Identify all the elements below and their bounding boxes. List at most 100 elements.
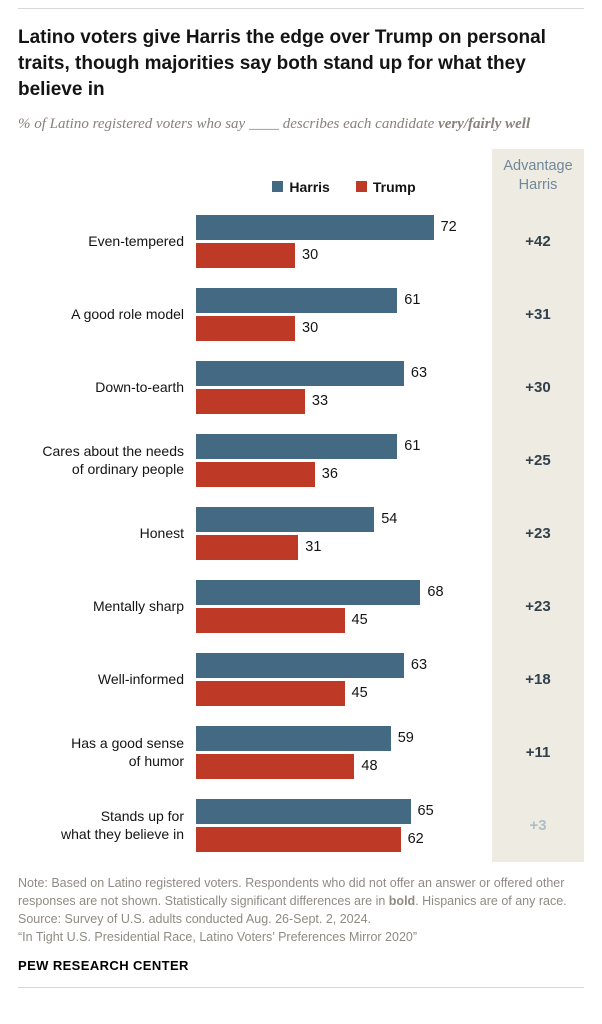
trump-value-label: 31 — [305, 539, 322, 556]
chart-footer: Note: Based on Latino registered voters.… — [18, 874, 584, 974]
chart-legend: Harris Trump — [196, 149, 492, 205]
legend-label-trump: Trump — [372, 178, 416, 195]
harris-bar — [196, 214, 434, 240]
advantage-cell: +3 — [492, 788, 584, 862]
harris-value-label: 68 — [427, 584, 444, 601]
chart-subtitle: % of Latino registered voters who say __… — [18, 114, 584, 135]
harris-bar-row: 65 — [196, 798, 492, 824]
bar-group: 63 45 — [196, 643, 492, 716]
note-bold-word: bold — [388, 893, 416, 908]
trump-bar — [196, 315, 295, 341]
note-pre: Note: Based on Latino registered voters.… — [18, 875, 565, 908]
category-label: Mentally sharp — [92, 598, 184, 615]
advantage-value: +3 — [529, 816, 547, 834]
trump-bar-row: 33 — [196, 388, 492, 414]
category-label: Stands up for what they believe in — [61, 807, 184, 843]
trump-value-label: 30 — [302, 247, 319, 264]
bar-group: 65 62 — [196, 789, 492, 862]
bar-chart: Harris Trump Advantage Harris Even-tempe… — [18, 148, 584, 862]
trump-bar-row: 30 — [196, 242, 492, 268]
harris-bar-row: 72 — [196, 214, 492, 240]
legend-item-trump: Trump — [355, 178, 416, 195]
trump-bar — [196, 388, 305, 414]
harris-bar-row: 63 — [196, 360, 492, 386]
top-divider — [18, 8, 584, 9]
harris-value-label: 54 — [381, 511, 398, 528]
harris-bar-row: 68 — [196, 579, 492, 605]
note-text: Note: Based on Latino registered voters.… — [18, 874, 584, 910]
harris-bar — [196, 725, 391, 751]
subtitle-text: % of Latino registered voters who say __… — [18, 115, 439, 132]
trump-bar-row: 62 — [196, 826, 492, 852]
category-label: Even-tempered — [88, 233, 184, 250]
trump-bar-row: 30 — [196, 315, 492, 341]
advantage-cell: +25 — [492, 423, 584, 497]
note-post: . Hispanics are of any race. — [415, 893, 567, 908]
brand-wordmark: PEW RESEARCH CENTER — [18, 958, 189, 974]
harris-bar-row: 63 — [196, 652, 492, 678]
report-title: “In Tight U.S. Presidential Race, Latino… — [18, 930, 418, 945]
advantage-value: +23 — [525, 597, 551, 615]
bottom-divider — [18, 987, 584, 989]
trump-bar-row: 45 — [196, 607, 492, 633]
harris-value-label: 65 — [417, 803, 434, 820]
bar-group: 59 48 — [196, 716, 492, 789]
harris-swatch-icon — [272, 181, 284, 193]
trump-bar — [196, 461, 315, 487]
trump-value-label: 30 — [302, 320, 319, 337]
legend-item-harris: Harris — [272, 178, 330, 195]
trump-bar — [196, 607, 345, 633]
legend-label-harris: Harris — [289, 178, 330, 195]
harris-bar — [196, 287, 398, 313]
advantage-value: +23 — [525, 524, 551, 542]
source-text: Source: Survey of U.S. adults conducted … — [18, 911, 371, 926]
bar-group: 68 45 — [196, 570, 492, 643]
category-label: Cares about the needs of ordinary people — [42, 442, 184, 478]
harris-bar — [196, 360, 404, 386]
trump-value-label: 45 — [351, 612, 368, 629]
category-label: Has a good sense of humor — [71, 734, 184, 770]
harris-bar — [196, 652, 404, 678]
advantage-cell: +23 — [492, 496, 584, 570]
bar-group: 63 33 — [196, 351, 492, 424]
category-label: A good role model — [71, 306, 184, 323]
advantage-value: +18 — [525, 670, 551, 688]
advantage-value: +25 — [525, 451, 551, 469]
trump-bar — [196, 753, 355, 779]
advantage-value: +30 — [525, 378, 551, 396]
bar-group: 72 30 — [196, 205, 492, 278]
harris-bar-row: 61 — [196, 433, 492, 459]
harris-value-label: 63 — [410, 657, 428, 674]
harris-bar-row: 59 — [196, 725, 492, 751]
advantage-value: +11 — [525, 743, 551, 761]
advantage-column-header: Advantage Harris — [503, 157, 573, 193]
harris-value-label: 59 — [397, 730, 414, 747]
header-spacer — [18, 149, 196, 205]
harris-value-label: 63 — [410, 365, 428, 382]
bar-group: 61 36 — [196, 424, 492, 497]
trump-value-label: 36 — [321, 466, 338, 483]
trump-bar — [196, 680, 345, 706]
advantage-value: +42 — [525, 232, 551, 250]
harris-bar-row: 61 — [196, 287, 492, 313]
trump-bar-row: 45 — [196, 680, 492, 706]
bar-group: 61 30 — [196, 278, 492, 351]
harris-value-label: 72 — [440, 219, 457, 236]
advantage-cell: +23 — [492, 569, 584, 643]
advantage-cell: +18 — [492, 642, 584, 716]
pew-chart-page: Latino voters give Harris the edge over … — [18, 8, 584, 989]
trump-bar-row: 36 — [196, 461, 492, 487]
harris-bar — [196, 579, 421, 605]
advantage-cell: +42 — [492, 204, 584, 278]
trump-bar — [196, 534, 299, 560]
trump-bar — [196, 242, 295, 268]
advantage-cell: +30 — [492, 350, 584, 424]
trump-bar — [196, 826, 401, 852]
advantage-column-header-cell: Advantage Harris — [492, 148, 584, 205]
category-label: Well-informed — [97, 671, 184, 688]
harris-bar — [196, 433, 398, 459]
harris-bar — [196, 798, 411, 824]
harris-value-label: 61 — [404, 292, 421, 309]
trump-value-label: 45 — [351, 685, 368, 702]
advantage-cell: +11 — [492, 715, 584, 789]
